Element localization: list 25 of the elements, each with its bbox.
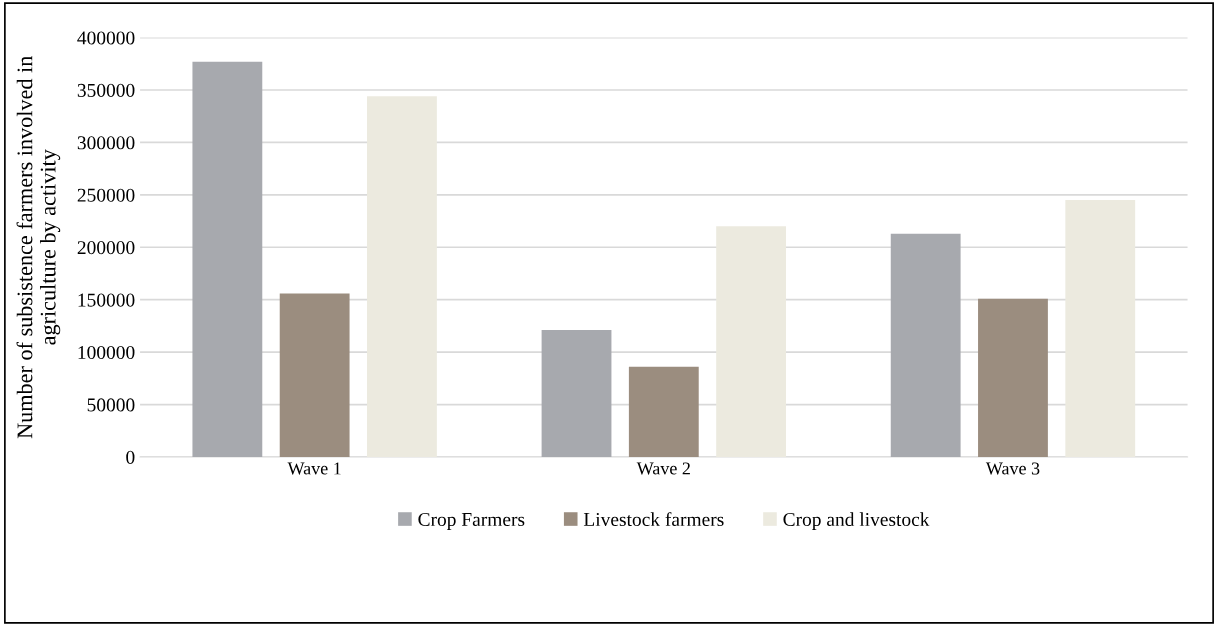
bar [367, 96, 437, 457]
x-tick-label: Wave 2 [636, 462, 690, 475]
y-tick-label: 50000 [87, 398, 135, 412]
x-tick-label: Wave 1 [287, 462, 341, 475]
bar [541, 330, 612, 457]
y-tick-label: 0 [126, 450, 135, 464]
y-axis-title: Number of subsistence farmers involved in agriculture by activity [16, 55, 61, 439]
y-tick-label: 200000 [77, 241, 135, 255]
bar [279, 293, 350, 457]
bar [192, 61, 263, 457]
y-tick-label: 400000 [77, 31, 135, 45]
y-tick-label: 300000 [77, 136, 135, 150]
legend-label: Crop and livestock [783, 512, 930, 530]
bar [890, 233, 961, 457]
y-tick-label: 150000 [78, 293, 135, 307]
y-tick-label: 100000 [78, 345, 135, 360]
legend-label: Livestock farmers [583, 512, 724, 527]
y-tick-label: 350000 [77, 83, 135, 97]
legend-label: Crop Farmers [418, 512, 525, 530]
bar [716, 226, 787, 457]
bar [628, 366, 699, 457]
bar [1065, 200, 1136, 457]
x-tick-label: Wave 3 [985, 462, 1040, 475]
bar [978, 298, 1048, 457]
y-tick-label: 250000 [77, 188, 135, 202]
